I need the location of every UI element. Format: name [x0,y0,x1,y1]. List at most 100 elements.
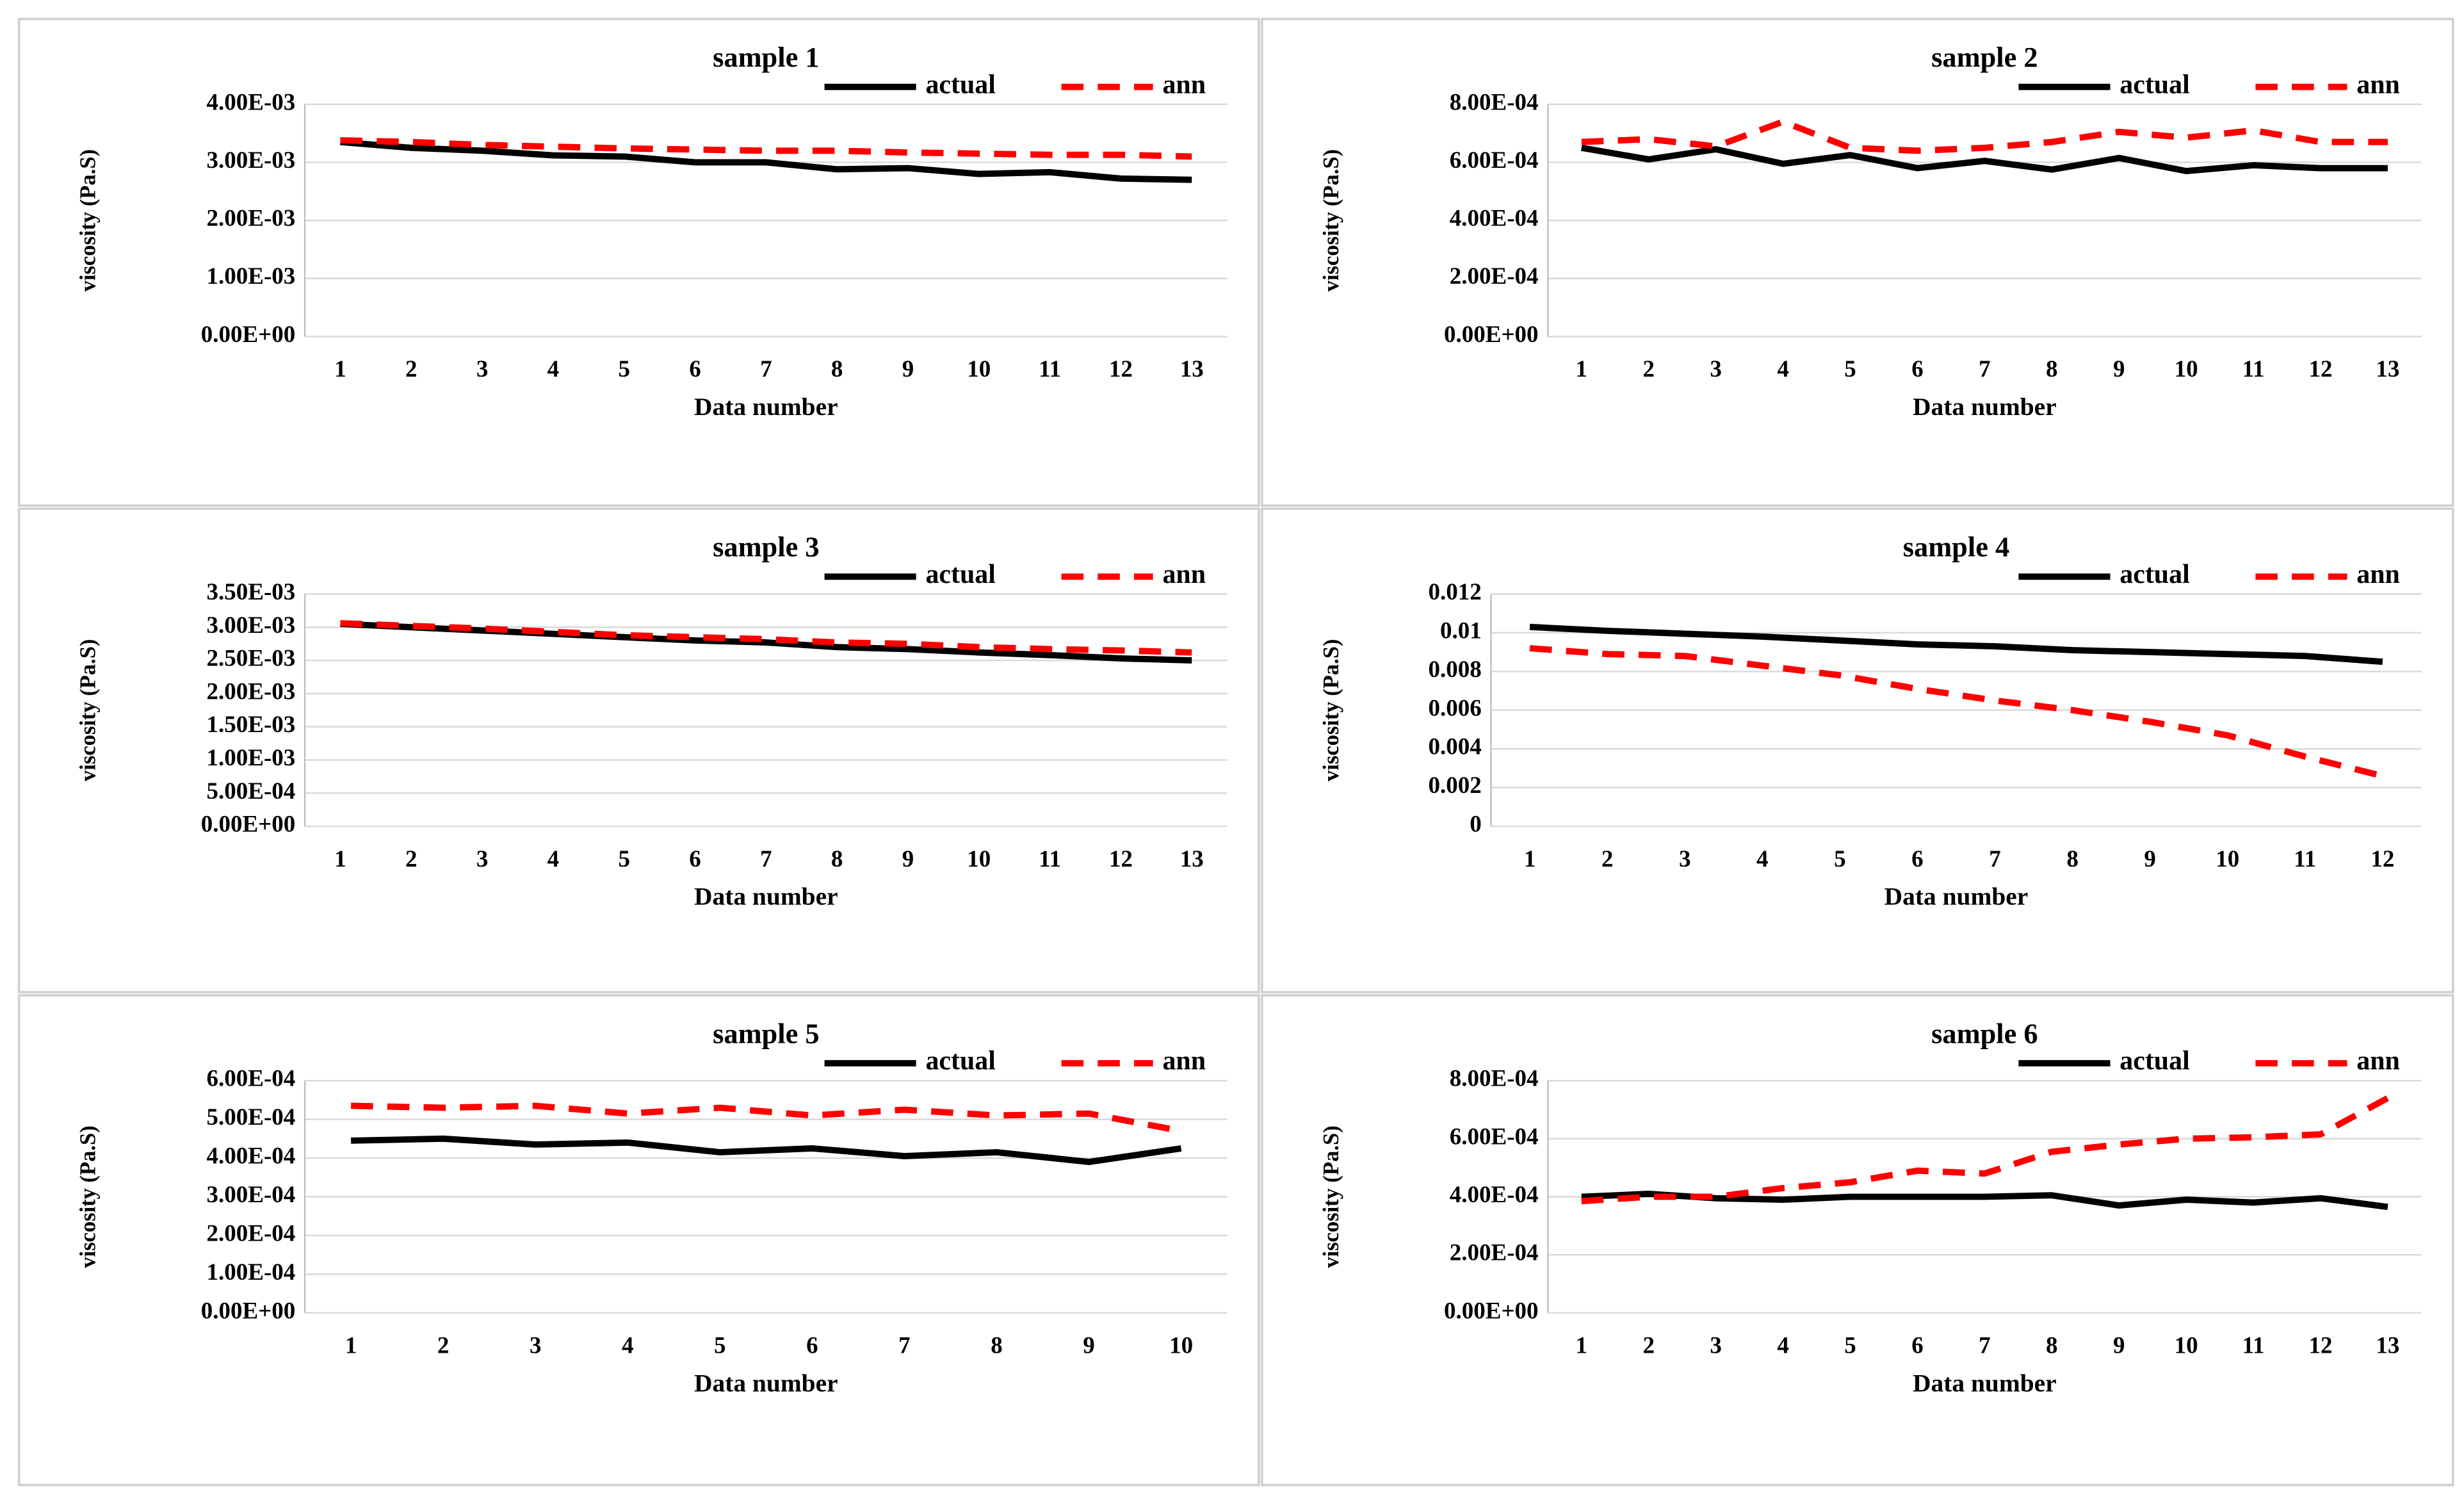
y-axis-label: viscosity (Pa.S) [76,639,101,781]
y-axis-label: viscosity (Pa.S) [76,1125,101,1268]
x-tick-label: 4 [622,1333,634,1359]
x-tick-label: 5 [618,846,630,872]
legend-label: actual [2120,70,2189,99]
y-tick-label: 0.00E+00 [201,1298,296,1324]
x-tick-label: 9 [2113,356,2125,382]
x-tick-label: 7 [1979,356,1991,382]
series-line [1581,118,2388,154]
series-line [350,1102,1182,1134]
legend-label: ann [2356,1047,2400,1076]
legend-label: actual [925,560,995,589]
x-axis-label: Data number [1913,393,2057,421]
x-tick-label: 13 [2376,1333,2399,1359]
x-tick-label: 8 [2066,846,2079,872]
x-tick-label: 1 [1576,356,1588,382]
y-tick-label: 5.00E-04 [207,1104,296,1130]
y-tick-label: 6.00E-04 [207,1066,296,1092]
y-tick-label: 4.00E-03 [207,89,296,115]
x-tick-label: 7 [760,846,772,872]
legend-label: ann [2356,70,2400,99]
x-tick-label: 8 [2046,356,2058,382]
y-tick-label: 6.00E-04 [1450,147,1539,174]
y-tick-label: 0.012 [1428,579,1481,605]
chart-title: sample 5 [713,1017,819,1049]
chart: sample 6 0.00E+00 2.00E-04 4.00E-04 6.00E-04… [1261,994,2454,1487]
series-line [350,1135,1182,1166]
x-tick-label: 4 [1777,356,1789,382]
y-tick-label: 6.00E-04 [1450,1123,1539,1150]
y-tick-label: 0.00E+00 [1444,1298,1539,1324]
x-tick-label: 10 [2175,1333,2198,1359]
y-tick-label: 0.008 [1428,657,1481,683]
chart-title: sample 6 [1931,1017,2038,1049]
y-tick-label: 4.00E-04 [1450,206,1539,232]
y-axis-label: viscosity (Pa.S) [1319,639,1343,781]
x-tick-label: 8 [831,846,843,872]
x-tick-label: 5 [1834,846,1846,872]
legend-label: actual [2120,560,2189,589]
x-axis-label: Data number [1884,883,2029,911]
legend-label: ann [1162,560,1206,589]
y-tick-label: 0.00E+00 [201,322,296,348]
x-tick-label: 4 [1777,1333,1789,1359]
y-tick-label: 8.00E-04 [1450,1066,1539,1092]
y-tick-label: 2.00E-03 [207,206,296,232]
legend-label: actual [925,70,995,99]
legend-label: actual [2120,1047,2189,1076]
x-tick-label: 2 [405,846,417,872]
chart: sample 3 0.00E+00 5.00E-04 1.00E-03 1.50E-03… [17,507,1260,993]
x-tick-label: 5 [618,356,630,382]
legend-label: ann [1162,1047,1206,1076]
chart-title: sample 4 [1903,531,2009,563]
y-tick-label: 2.00E-04 [1450,1240,1539,1266]
y-tick-label: 0.004 [1428,734,1481,760]
y-tick-label: 0.006 [1428,695,1481,721]
series-line [1580,144,2388,174]
legend-label: actual [925,1047,995,1076]
y-tick-label: 3.00E-03 [207,612,296,639]
x-tick-label: 6 [689,356,701,382]
series-line [1581,1095,2390,1205]
y-tick-label: 1.00E-04 [207,1259,296,1285]
y-tick-label: 0.01 [1440,617,1482,644]
chart: sample 2 0.00E+00 2.00E-04 4.00E-04 6.00E-04… [1261,17,2454,507]
chart-title: sample 3 [713,531,819,563]
panel-border [1261,994,2454,1487]
x-tick-label: 11 [1039,356,1061,382]
y-tick-label: 8.00E-04 [1450,89,1539,115]
x-tick-label: 11 [2294,846,2316,872]
x-tick-label: 6 [689,846,701,872]
y-tick-label: 1.50E-03 [207,712,296,738]
x-tick-label: 8 [831,356,843,382]
x-tick-label: 8 [991,1333,1003,1359]
x-tick-label: 1 [1576,1333,1588,1359]
x-tick-label: 9 [1083,1333,1095,1359]
y-tick-label: 5.00E-04 [207,778,296,804]
series-line [340,620,1192,656]
y-tick-label: 4.00E-04 [1450,1182,1539,1208]
x-axis-label: Data number [1913,1369,2057,1397]
y-axis-label: viscosity (Pa.S) [1319,1125,1343,1268]
panel-border [17,994,1260,1487]
panel-border [17,17,1260,507]
x-tick-label: 11 [1039,846,1061,872]
x-tick-label: 10 [967,356,991,382]
x-tick-label: 7 [898,1333,911,1359]
y-tick-label: 3.00E-04 [207,1182,296,1208]
x-tick-label: 2 [1642,356,1655,382]
x-tick-label: 10 [1169,1333,1193,1359]
x-tick-label: 10 [2216,846,2239,872]
y-axis-label: viscosity (Pa.S) [76,149,101,291]
x-tick-label: 3 [1710,1333,1722,1359]
x-tick-label: 5 [714,1333,726,1359]
x-tick-label: 12 [1109,846,1133,872]
y-tick-label: 3.50E-03 [207,579,296,605]
y-tick-label: 1.00E-03 [207,263,296,290]
x-tick-label: 6 [1911,1333,1924,1359]
y-tick-label: 1.00E-03 [207,745,296,771]
y-tick-label: 4.00E-04 [207,1143,296,1170]
series-line [340,138,1192,183]
x-tick-label: 4 [1756,846,1769,872]
y-tick-label: 2.00E-03 [207,678,296,705]
x-tick-label: 3 [476,356,489,382]
